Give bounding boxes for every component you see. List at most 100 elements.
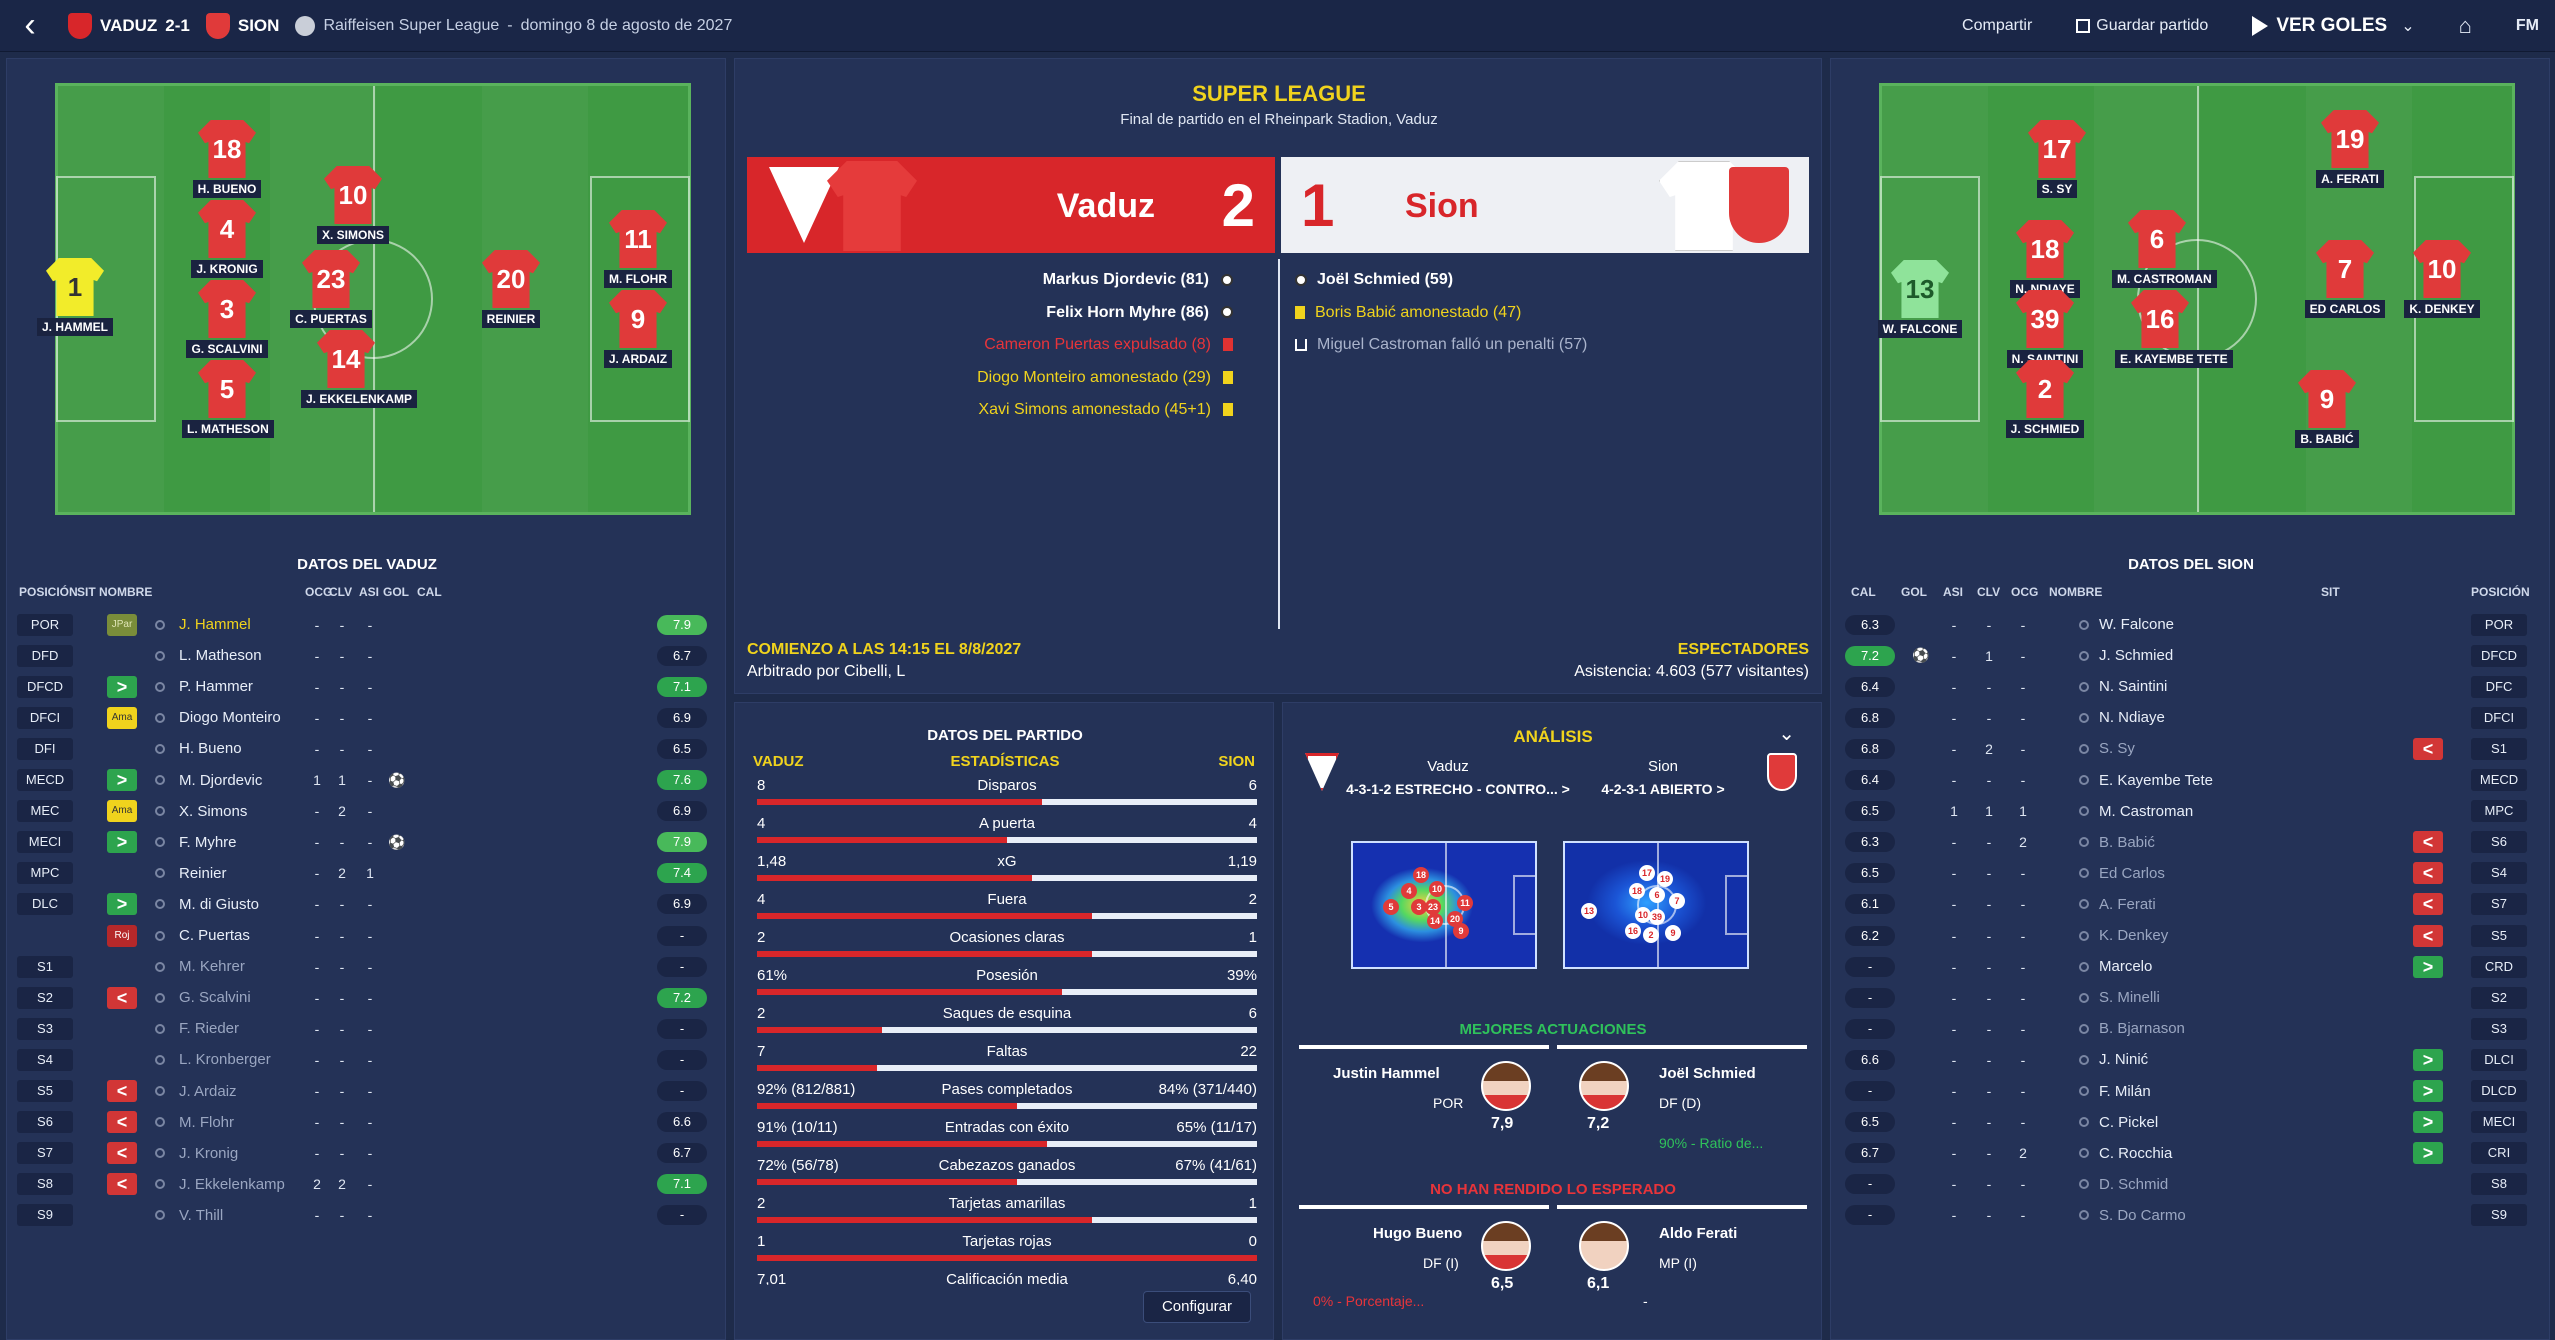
table-row[interactable]: DFI H. Bueno - - - 6.5	[7, 733, 727, 764]
player-name[interactable]: J. Kronig	[179, 1144, 239, 1162]
table-row[interactable]: 6.8 - 2 - S. Sy < S1	[1831, 733, 2551, 764]
status-badge[interactable]: <	[2413, 893, 2443, 916]
table-row[interactable]: - - - - F. Milán > DLCD	[1831, 1076, 2551, 1107]
status-badge[interactable]: <	[2413, 737, 2443, 760]
player-name[interactable]: J. Ardaiz	[179, 1082, 237, 1100]
pitch-player[interactable]: 6 M. CASTROMAN	[2112, 210, 2217, 288]
player-name[interactable]: N. Ndiaye	[2099, 709, 2165, 727]
worst-player-2-name[interactable]: Aldo Ferati	[1659, 1225, 1738, 1242]
player-name[interactable]: F. Myhre	[179, 833, 237, 851]
table-row[interactable]: MPC Reinier - 2 1 7.4	[7, 858, 727, 889]
player-name[interactable]: N. Saintini	[2099, 678, 2168, 696]
table-row[interactable]: - - - - B. Bjarnason S3	[1831, 1013, 2551, 1044]
player-name[interactable]: S. Do Carmo	[2099, 1206, 2186, 1224]
home-heatmap[interactable]: 18 4 10 3 23 11 5 14 20 9	[1351, 841, 1537, 969]
save-match-button[interactable]: Guardar partido	[2076, 17, 2208, 35]
table-row[interactable]: Roj C. Puertas - - - -	[7, 920, 727, 951]
stat-row[interactable]: 4 Fuera 2	[757, 891, 1257, 929]
best-player-2-name[interactable]: Joël Schmied	[1659, 1065, 1756, 1082]
away-heatmap[interactable]: 17 19 18 6 7 13 10 39 16 2 9	[1563, 841, 1749, 969]
pitch-player[interactable]: 23 C. PUERTAS	[286, 250, 376, 328]
pitch-player[interactable]: 14 J. EKKELENKAMP	[301, 330, 418, 408]
home-event[interactable]: Diogo Monteiro amonestado (29)	[977, 369, 1233, 387]
player-name[interactable]: G. Scalvini	[179, 989, 251, 1007]
pitch-player[interactable]: 3 G. SCALVINI	[182, 280, 272, 358]
pitch-player[interactable]: 16 E. KAYEMBE TETE	[2115, 290, 2233, 368]
away-formation-link[interactable]: 4-2-3-1 ABIERTO >	[1601, 781, 1725, 797]
table-row[interactable]: - - - - D. Schmid S8	[1831, 1169, 2551, 1200]
home-event[interactable]: Markus Djordevic (81)	[1043, 271, 1233, 289]
stat-row[interactable]: 7 Faltas 22	[757, 1043, 1257, 1081]
stat-row[interactable]: 2 Saques de esquina 6	[757, 1005, 1257, 1043]
pitch-player[interactable]: 9 J. ARDAIZ	[593, 290, 683, 368]
player-name[interactable]: S. Sy	[2099, 740, 2135, 758]
best-player-2-avatar[interactable]	[1579, 1061, 1629, 1111]
player-name[interactable]: J. Ekkelenkamp	[179, 1175, 285, 1193]
chevron-down-icon[interactable]: ⌄	[2401, 18, 2415, 35]
pitch-player[interactable]: 18 N. NDIAYE	[2000, 220, 2090, 298]
pitch-player[interactable]: 5 L. MATHESON	[182, 360, 274, 438]
table-row[interactable]: POR JPar J. Hammel - - - 7.9	[7, 609, 727, 640]
player-name[interactable]: L. Matheson	[179, 647, 262, 665]
player-name[interactable]: M. Kehrer	[179, 958, 245, 976]
player-name[interactable]: M. Flohr	[179, 1113, 235, 1131]
status-badge[interactable]: <	[2413, 831, 2443, 854]
pitch-player[interactable]: 10 K. DENKEY	[2397, 240, 2487, 318]
stat-row[interactable]: 7,01 Calificación media 6,40	[757, 1271, 1257, 1285]
table-row[interactable]: DLC > M. di Giusto - - - 6.9	[7, 889, 727, 920]
away-event[interactable]: Miguel Castroman falló un penalti (57)	[1295, 336, 1587, 354]
table-row[interactable]: S5 < J. Ardaiz - - - -	[7, 1076, 727, 1107]
table-row[interactable]: - - - - S. Do Carmo S9	[1831, 1200, 2551, 1231]
status-badge[interactable]: >	[2413, 1080, 2443, 1102]
player-name[interactable]: L. Kronberger	[179, 1051, 271, 1069]
table-row[interactable]: - - - - S. Minelli S2	[1831, 982, 2551, 1013]
player-name[interactable]: K. Denkey	[2099, 927, 2169, 944]
pitch-player[interactable]: 17 S. SY	[2012, 120, 2102, 198]
status-badge[interactable]: >	[2413, 955, 2443, 978]
table-row[interactable]: S1 M. Kehrer - - - -	[7, 951, 727, 982]
status-badge[interactable]: <	[107, 1111, 137, 1134]
stat-row[interactable]: 2 Tarjetas amarillas 1	[757, 1195, 1257, 1233]
table-row[interactable]: 6.2 - - - K. Denkey < S5	[1831, 920, 2551, 951]
player-name[interactable]: H. Bueno	[179, 740, 242, 758]
status-badge[interactable]: >	[2413, 1111, 2443, 1134]
table-row[interactable]: S6 < M. Flohr - - - 6.6	[7, 1107, 727, 1138]
player-name[interactable]: B. Bjarnason	[2099, 1020, 2185, 1038]
player-name[interactable]: J. Schmied	[2099, 647, 2174, 665]
table-row[interactable]: S4 L. Kronberger - - - -	[7, 1044, 727, 1075]
table-row[interactable]: 6.1 - - - A. Ferati < S7	[1831, 889, 2551, 920]
share-button[interactable]: Compartir	[1962, 17, 2033, 34]
player-name[interactable]: F. Milán	[2099, 1082, 2151, 1100]
worst-player-1-avatar[interactable]	[1481, 1221, 1531, 1271]
stat-row[interactable]: 92% (812/881) Pases completados 84% (371/4…	[757, 1081, 1257, 1119]
table-row[interactable]: MECD > M. Djordevic 1 1 - ⚽ 7.6	[7, 765, 727, 796]
configure-button[interactable]: Configurar	[1143, 1291, 1251, 1323]
away-event[interactable]: Boris Babić amonestado (47)	[1295, 304, 1521, 322]
worst-player-2-avatar[interactable]	[1579, 1221, 1629, 1271]
best-player-1-name[interactable]: Justin Hammel	[1333, 1065, 1440, 1082]
stats-rows[interactable]: 8 Disparos 6 4 A puerta 4 1,48 xG 1,19 4 Fuera 2 2 Oc…	[757, 777, 1257, 1285]
stat-row[interactable]: 4 A puerta 4	[757, 815, 1257, 853]
pitch-player[interactable]: 11 M. FLOHR	[593, 210, 683, 288]
status-badge[interactable]: <	[107, 1173, 137, 1196]
stat-row[interactable]: 72% (56/78) Cabezazos ganados 67% (41/61)	[757, 1157, 1257, 1195]
status-badge[interactable]: >	[107, 831, 137, 854]
player-name[interactable]: J. Ninić	[2099, 1051, 2149, 1069]
player-name[interactable]: Diogo Monteiro	[179, 709, 281, 727]
pitch-player[interactable]: 9 B. BABIĆ	[2282, 370, 2372, 448]
table-row[interactable]: DFCD > P. Hammer - - - 7.1	[7, 671, 727, 702]
best-player-1-avatar[interactable]	[1481, 1061, 1531, 1111]
home-event[interactable]: Xavi Simons amonestado (45+1)	[978, 401, 1233, 419]
table-row[interactable]: MECI > F. Myhre - - - ⚽ 7.9	[7, 827, 727, 858]
table-row[interactable]: MEC Ama X. Simons - 2 - 6.9	[7, 796, 727, 827]
table-row[interactable]: S8 < J. Ekkelenkamp 2 2 - 7.1	[7, 1169, 727, 1200]
table-row[interactable]: 6.4 - - - E. Kayembe Tete MECD	[1831, 765, 2551, 796]
status-badge[interactable]: <	[2413, 862, 2443, 885]
pitch-player[interactable]: 18 H. BUENO	[182, 120, 272, 198]
status-badge[interactable]: >	[107, 675, 137, 698]
player-name[interactable]: C. Puertas	[179, 927, 250, 944]
pitch-player[interactable]: 20 REINIER	[466, 250, 556, 328]
stat-row[interactable]: 91% (10/11) Entradas con éxito 65% (11/17)	[757, 1119, 1257, 1157]
home-formation-link[interactable]: 4-3-1-2 ESTRECHO - CONTRO... >	[1346, 781, 1570, 797]
player-name[interactable]: M. Castroman	[2099, 802, 2194, 820]
